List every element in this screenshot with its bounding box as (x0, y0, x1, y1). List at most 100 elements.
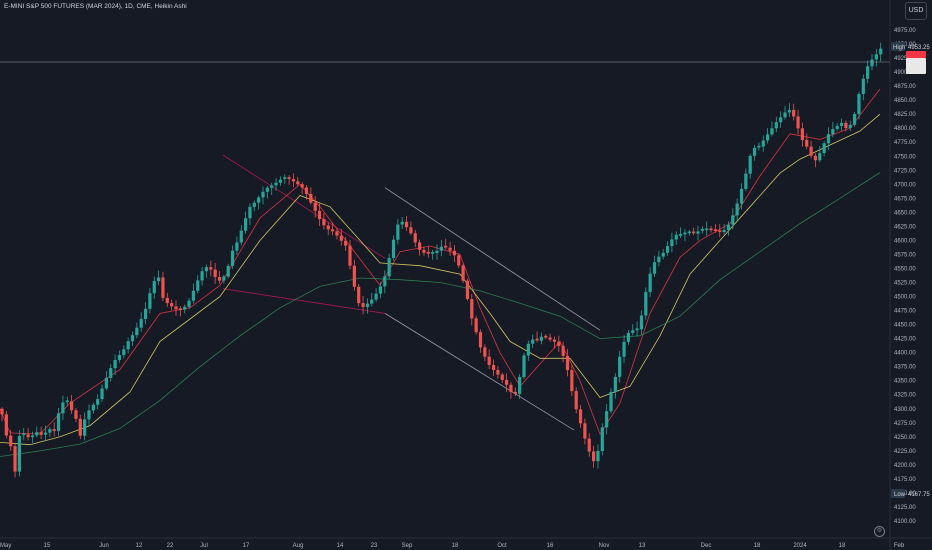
candle-body (783, 112, 787, 118)
candle-body (592, 451, 596, 462)
candle-body (796, 116, 800, 129)
candle-body (822, 143, 826, 154)
candle-body (39, 432, 43, 435)
candle-body (152, 281, 156, 294)
candle-body (309, 193, 313, 203)
candle-body (618, 356, 622, 377)
candle-body (861, 78, 865, 95)
candle-body (735, 203, 739, 216)
candle-body (335, 231, 339, 236)
candle-body (126, 341, 130, 350)
price-tick-label: 4950.00 (894, 42, 916, 48)
candle-body (739, 188, 744, 204)
candle-body (696, 231, 700, 234)
price-tick-label: 4200.00 (894, 463, 916, 469)
candle-body (605, 411, 609, 428)
price-tick-label: 4150.00 (894, 491, 916, 497)
candle-body (670, 239, 674, 247)
candle-body (348, 245, 352, 266)
candle-body (474, 318, 478, 333)
price-tick-label: 4875.00 (894, 84, 916, 90)
price-tick-label: 4275.00 (894, 421, 916, 427)
candle-body (874, 54, 878, 60)
time-tick-label: 15 (44, 543, 51, 549)
candle-body (78, 418, 82, 436)
candle-body (853, 114, 857, 125)
candle-body (217, 277, 222, 281)
time-tick-label: Jul (200, 543, 208, 549)
price-tick-label: 4900.00 (894, 70, 916, 76)
candle-body (679, 233, 683, 236)
candle-body (161, 277, 165, 298)
price-tick-label: 4850.00 (894, 98, 916, 104)
candle-body (779, 117, 783, 123)
candle-body (304, 187, 309, 194)
candle-body (570, 370, 574, 392)
price-tick-label: 4775.00 (894, 140, 916, 146)
candle-body (391, 239, 396, 259)
time-tick-label: Jun (99, 543, 109, 549)
candle-body (748, 155, 752, 174)
chart-settings-icon[interactable]: ⚙ (874, 526, 885, 537)
candle-body (657, 256, 661, 263)
candle-body (457, 255, 461, 266)
candle-body (96, 399, 100, 405)
trendline-2 (222, 288, 386, 314)
candle-body (122, 349, 126, 356)
currency-button[interactable]: USD (905, 2, 927, 20)
candle-body (635, 328, 639, 331)
price-tick-label: 4300.00 (894, 407, 916, 413)
price-tick-label: 4600.00 (894, 238, 916, 244)
time-tick-label: 18 (754, 543, 761, 549)
candle-body (74, 410, 78, 419)
candle-body (344, 240, 348, 246)
candle-body (870, 59, 874, 67)
time-tick-label: 23 (371, 543, 378, 549)
candle-body (378, 286, 383, 294)
candle-body (265, 187, 269, 192)
time-tick-label: 2024 (793, 543, 807, 549)
candle-body (287, 177, 291, 179)
candle-body (487, 356, 491, 366)
price-tick-label: 4575.00 (894, 252, 916, 258)
price-tick-label: 4425.00 (894, 337, 916, 343)
candle-body (200, 271, 204, 281)
price-tick-label: 4825.00 (894, 112, 916, 118)
candle-body (774, 122, 778, 129)
candle-body (726, 224, 731, 230)
price-tick-label: 4725.00 (894, 168, 916, 174)
candle-body (0, 408, 4, 415)
candle-body (26, 434, 30, 438)
candle-body (252, 202, 256, 207)
candle-body (148, 293, 152, 309)
candle-body (744, 173, 748, 189)
price-tick-label: 4350.00 (894, 379, 916, 385)
candle-body (418, 242, 422, 250)
candle-body (491, 365, 496, 371)
candle-body (609, 391, 613, 412)
candle-body (665, 246, 670, 253)
candle-body (757, 145, 761, 148)
candle-body (165, 297, 169, 304)
candle-body (644, 292, 648, 316)
candle-body (522, 355, 526, 378)
candle-body (600, 427, 604, 451)
candle-body (470, 299, 474, 319)
candle-body (109, 368, 113, 378)
price-tick-label: 4700.00 (894, 182, 916, 188)
candle-body (157, 277, 161, 282)
candle-body (30, 435, 35, 438)
symbol-title[interactable]: E-MINI S&P 500 FUTURES (MAR 2024), 1D, C… (4, 3, 187, 10)
candle-body (100, 388, 104, 400)
candle-body (365, 303, 369, 308)
candle-body (357, 286, 361, 304)
moving-average-line-2 (0, 113, 881, 446)
price-tick-label: 4325.00 (894, 393, 916, 399)
candle-body (478, 332, 483, 348)
candle-body (535, 338, 539, 341)
time-axis[interactable]: May 15 Jun 12 22 Jul 17 Aug 14 23 Sep 18 Oct 16 Nov 13 D… (0, 543, 905, 549)
candle-body (91, 404, 95, 411)
price-axis[interactable]: 4975.00 4950.00 4925.00 4900.00 4875.00 4850.… (894, 28, 916, 525)
candle-body (291, 179, 296, 182)
